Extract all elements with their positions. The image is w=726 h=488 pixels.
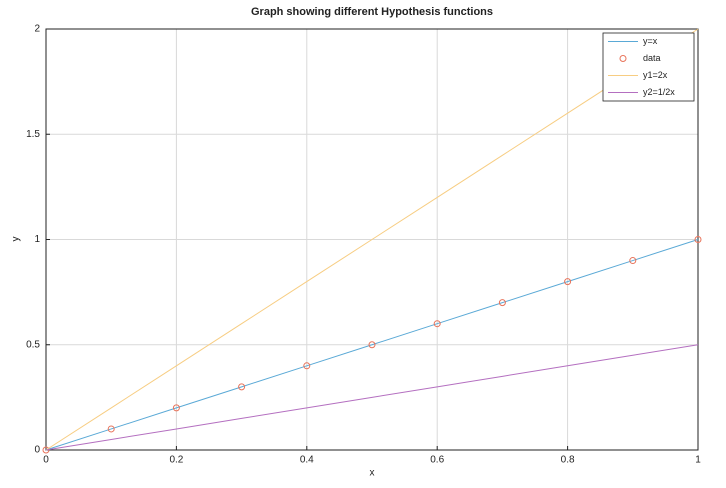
legend-label: y=x [643, 36, 658, 46]
y-tick-label: 0.5 [26, 339, 40, 350]
x-tick-label: 0 [43, 455, 49, 466]
legend-label: y1=2x [643, 70, 668, 80]
data-point [564, 278, 572, 286]
data-point [694, 236, 702, 243]
data-point [629, 257, 637, 265]
data-point [303, 362, 311, 370]
y-tick-label: 1.5 [26, 129, 40, 140]
series-line [45, 28, 699, 451]
y-tick-label: 1 [34, 234, 40, 245]
x-tick-label: 0.6 [430, 455, 444, 466]
legend-label: data [643, 53, 661, 63]
series-line [45, 344, 699, 451]
y-axis-label: y [11, 237, 22, 242]
x-tick-label: 1 [695, 455, 701, 466]
chart-title: Graph showing different Hypothesis funct… [251, 6, 493, 18]
legend-marker [619, 55, 627, 62]
y-tick-label: 0 [34, 445, 40, 456]
x-tick-label: 0.2 [169, 455, 183, 466]
data-point [433, 320, 441, 328]
x-tick-label: 0.8 [561, 455, 575, 466]
x-axis-label: x [370, 468, 375, 479]
data-point [107, 425, 115, 433]
x-tick-label: 0.4 [300, 455, 314, 466]
legend-box [602, 32, 695, 102]
data-point [368, 341, 376, 349]
y-tick-label: 2 [34, 24, 40, 35]
series-line [45, 239, 699, 451]
data-point [498, 299, 506, 307]
legend-label: y2=1/2x [643, 87, 675, 97]
data-point [238, 383, 246, 391]
data-point [172, 404, 180, 412]
